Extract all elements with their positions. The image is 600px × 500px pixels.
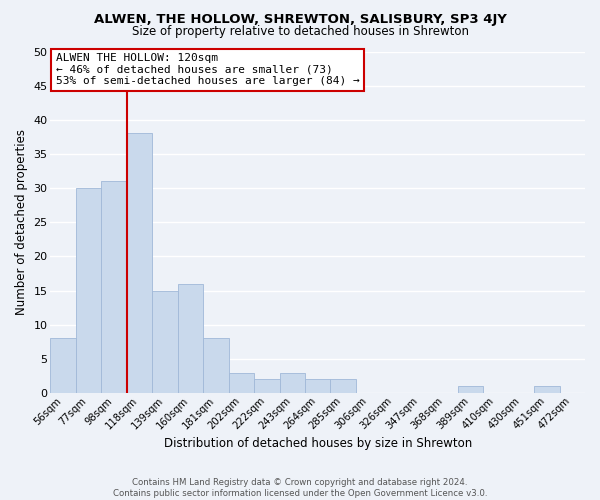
Bar — [178, 284, 203, 393]
Bar — [50, 338, 76, 393]
Text: ALWEN THE HOLLOW: 120sqm
← 46% of detached houses are smaller (73)
53% of semi-d: ALWEN THE HOLLOW: 120sqm ← 46% of detach… — [56, 53, 359, 86]
Bar — [534, 386, 560, 393]
Bar — [280, 372, 305, 393]
Bar — [101, 182, 127, 393]
Bar — [76, 188, 101, 393]
X-axis label: Distribution of detached houses by size in Shrewton: Distribution of detached houses by size … — [164, 437, 472, 450]
Bar — [458, 386, 483, 393]
Bar — [203, 338, 229, 393]
Bar — [305, 380, 331, 393]
Text: ALWEN, THE HOLLOW, SHREWTON, SALISBURY, SP3 4JY: ALWEN, THE HOLLOW, SHREWTON, SALISBURY, … — [94, 12, 506, 26]
Y-axis label: Number of detached properties: Number of detached properties — [15, 130, 28, 316]
Text: Contains HM Land Registry data © Crown copyright and database right 2024.
Contai: Contains HM Land Registry data © Crown c… — [113, 478, 487, 498]
Bar — [152, 290, 178, 393]
Bar — [331, 380, 356, 393]
Text: Size of property relative to detached houses in Shrewton: Size of property relative to detached ho… — [131, 25, 469, 38]
Bar — [229, 372, 254, 393]
Bar — [127, 134, 152, 393]
Bar — [254, 380, 280, 393]
